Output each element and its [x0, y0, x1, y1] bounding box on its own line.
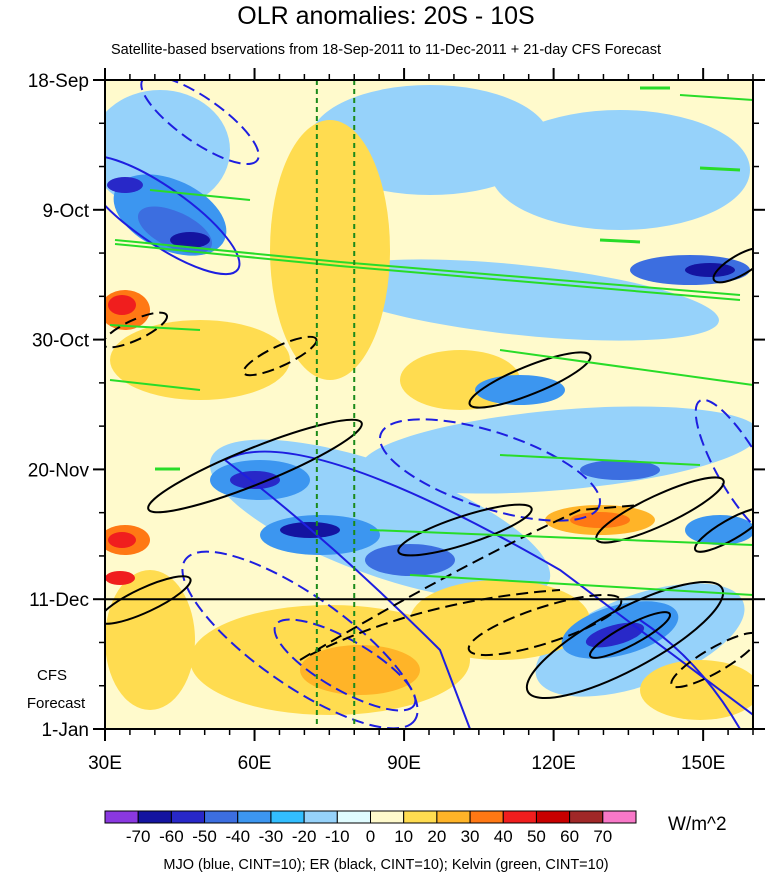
kelvin-contour [109, 379, 201, 391]
colorbar-swatch [204, 810, 239, 824]
y-tick-label: 30-Oct [32, 331, 90, 352]
x-axis: 30E 60E 90E 120E 150E [88, 68, 754, 774]
forecast-label-line2: Forecast [27, 695, 86, 712]
y-tick-label: 1-Jan [41, 720, 89, 741]
colorbar-swatch [602, 810, 637, 824]
contour-legend: MJO (blue, CINT=10); ER (black, CINT=10)… [163, 857, 609, 873]
colorbar-swatch [303, 810, 338, 824]
colorbar-label: -50 [192, 827, 217, 846]
colorbar-swatch [336, 810, 371, 824]
colorbar-swatch [370, 810, 405, 824]
er-contour [309, 589, 561, 656]
kelvin-contour [599, 238, 641, 244]
x-tick-label: 150E [681, 753, 725, 774]
chart-subtitle: Satellite-based bservations from 18-Sep-… [110, 42, 662, 58]
colorbar-label: 60 [560, 827, 579, 846]
x-tick-label: 90E [387, 753, 421, 774]
kelvin-contour [114, 239, 341, 263]
colorbar-label: -60 [159, 827, 184, 846]
er-contour [467, 593, 623, 657]
y-tick-label: 18-Sep [28, 71, 89, 92]
colorbar-label: 10 [394, 827, 413, 846]
mjo-contour [694, 398, 753, 542]
colorbar-swatch [469, 810, 504, 824]
kelvin-contour [679, 94, 753, 101]
mjo-contour [639, 619, 741, 729]
er-contour [299, 504, 641, 661]
colorbar-label: -20 [292, 827, 317, 846]
er-contour [147, 418, 363, 514]
colorbar-swatch [502, 810, 537, 824]
x-tick-label: 60E [238, 753, 272, 774]
colorbar-label: 30 [461, 827, 480, 846]
kelvin-contour [409, 574, 753, 596]
kelvin-contour [109, 324, 201, 331]
kelvin-contour [339, 261, 741, 296]
units-label: W/m^2 [668, 814, 727, 835]
chart-title: OLR anomalies: 20S - 10S [237, 2, 535, 30]
colorbar-swatch [104, 810, 139, 824]
colorbar-label: 0 [366, 827, 375, 846]
er-contour [105, 311, 169, 349]
mjo-contour [181, 550, 419, 729]
colorbar-swatch [535, 810, 571, 824]
mjo-contour [224, 459, 471, 729]
colorbar-label: 40 [494, 827, 513, 846]
er-contour [397, 503, 533, 557]
y-tick-label: 11-Dec [29, 590, 89, 611]
mjo-contour [140, 80, 260, 166]
colorbar-label: -40 [225, 827, 250, 846]
reference-lines [315, 80, 356, 729]
colorbar-swatch [436, 810, 471, 824]
colorbar-label: 50 [527, 827, 546, 846]
y-tick-label: 20-Nov [28, 460, 90, 481]
er-contour [242, 335, 318, 377]
colorbar-swatch [403, 810, 438, 824]
colorbar: -70 -60 -50 -40 -30 -20 -10 0 10 20 30 40 50 60 70 [104, 810, 637, 846]
colorbar-swatch [569, 810, 604, 824]
x-tick-label: 30E [88, 753, 122, 774]
kelvin-contour [499, 454, 701, 466]
colorbar-label: 70 [593, 827, 612, 846]
colorbar-label: -10 [325, 827, 350, 846]
kelvin-contour [369, 529, 753, 546]
colorbar-label: -30 [259, 827, 284, 846]
er-contour [588, 611, 672, 659]
x-tick-label: 120E [531, 753, 575, 774]
kelvin-contour [339, 265, 741, 301]
anomaly-field [105, 80, 753, 729]
kelvin-contour [114, 243, 341, 267]
colorbar-swatch [237, 810, 272, 824]
er-contour [694, 507, 753, 553]
er-contour [712, 246, 753, 284]
y-axis: 18-Sep 9-Oct 30-Oct 20-Nov 11-Dec 1-Jan [28, 71, 765, 741]
er-contour [105, 575, 192, 625]
colorbar-label: -70 [126, 827, 151, 846]
colorbar-swatch [137, 810, 172, 824]
mjo-contour [378, 418, 602, 522]
colorbar-swatch [170, 810, 206, 824]
kelvin-contour [699, 166, 741, 172]
y-tick-label: 9-Oct [43, 201, 90, 222]
kelvin-contour [499, 349, 753, 386]
colorbar-label: 20 [427, 827, 446, 846]
mjo-contour [273, 618, 417, 712]
colorbar-swatch [270, 810, 305, 824]
er-contour [468, 351, 592, 409]
kelvin-contour [149, 189, 251, 201]
er-contour [525, 580, 725, 700]
forecast-label-line1: CFS [37, 667, 67, 684]
